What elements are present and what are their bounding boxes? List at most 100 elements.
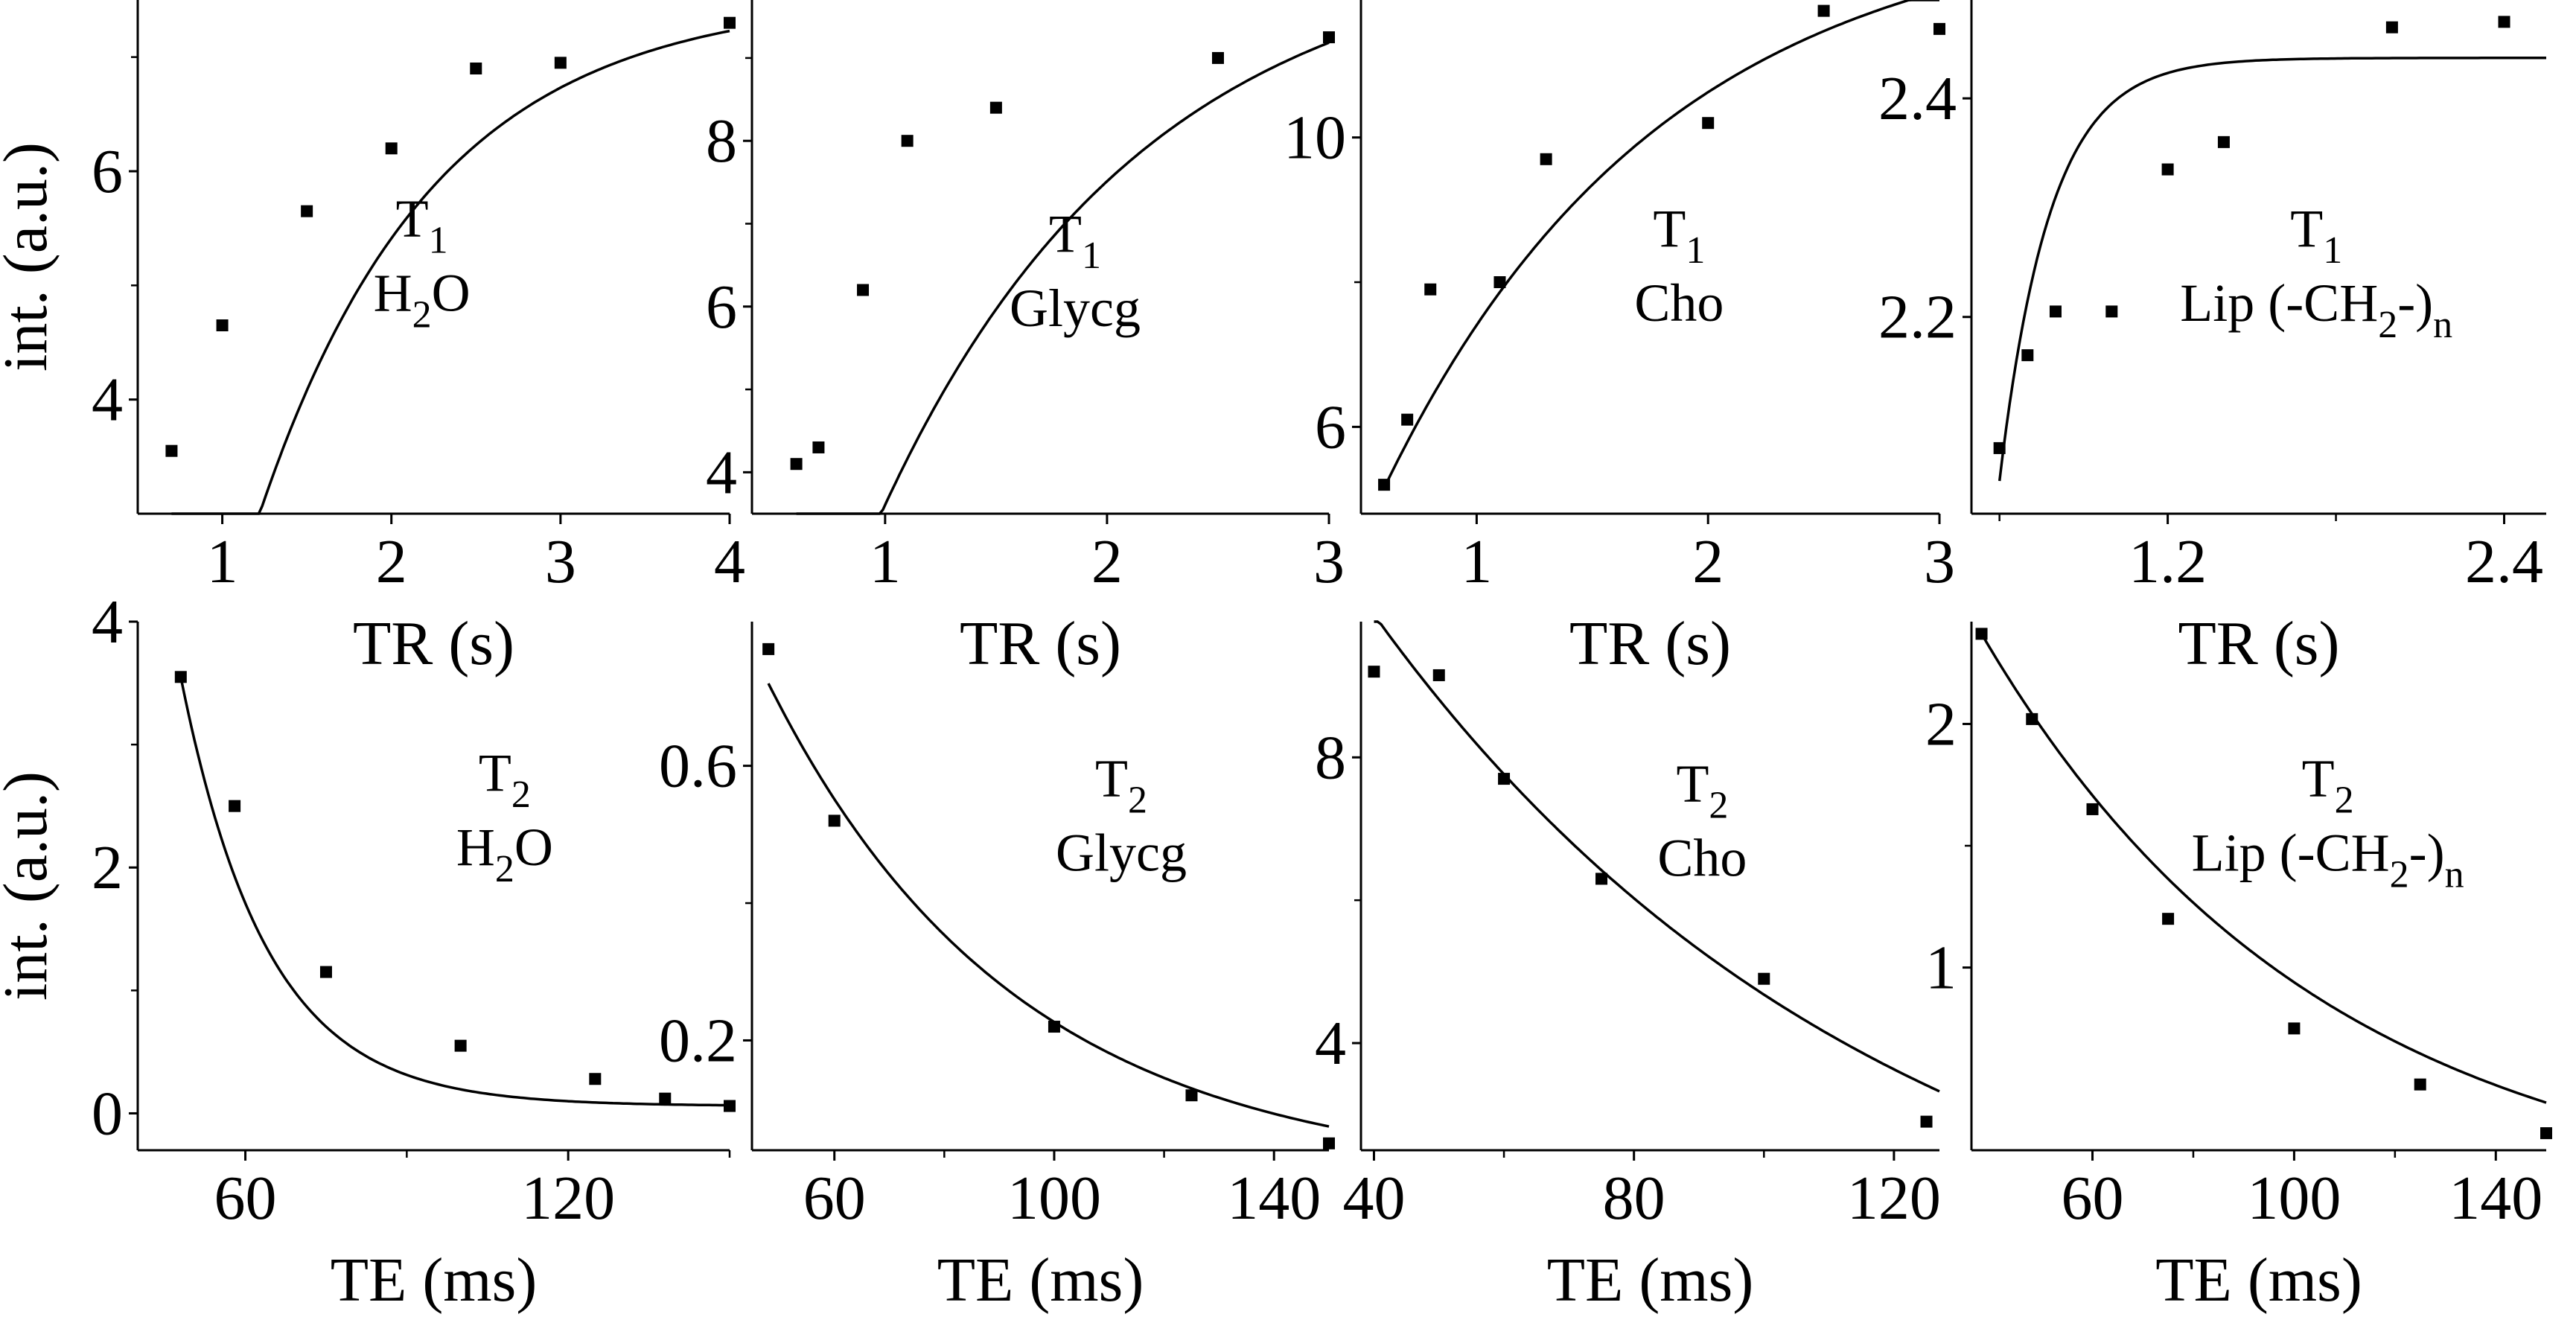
data-point <box>1817 4 1830 17</box>
x-tick-label: 100 <box>1007 1164 1101 1233</box>
data-point <box>2414 1078 2426 1091</box>
y-tick-label: 10 <box>1284 103 1346 173</box>
y-tick-label: 6 <box>1315 392 1346 462</box>
data-point <box>812 441 825 453</box>
y-tick-label: 2 <box>1925 689 1957 759</box>
x-tick-label: 80 <box>1603 1164 1665 1233</box>
data-point <box>2161 163 2174 176</box>
x-axis-title: TR (s) <box>1569 609 1731 678</box>
data-point <box>857 284 870 296</box>
data-point <box>1323 31 1335 44</box>
data-point <box>174 671 187 683</box>
y-tick-label: 6 <box>706 272 737 342</box>
x-tick-label: 1.2 <box>2129 527 2207 596</box>
data-point <box>1540 153 1552 165</box>
fit-curve <box>1374 620 1940 1093</box>
fit-curve <box>179 676 730 1107</box>
data-point <box>2217 135 2230 148</box>
data-point <box>1758 972 1770 985</box>
data-point <box>659 1092 672 1105</box>
fit-curve <box>171 29 730 515</box>
data-point <box>385 142 398 155</box>
x-axis-title: TR (s) <box>353 609 514 678</box>
data-point <box>790 458 803 471</box>
data-point <box>1933 22 1945 35</box>
x-tick-label: 120 <box>1847 1164 1941 1233</box>
y-tick-label: 2 <box>92 833 123 902</box>
data-point <box>2049 305 2062 318</box>
fit-curve <box>1998 57 2546 482</box>
y-tick-label: 2.4 <box>1878 64 1957 133</box>
data-point <box>470 63 482 74</box>
x-tick-label: 60 <box>214 1164 277 1233</box>
panel-label-relaxation: T2 <box>2302 748 2354 821</box>
data-point <box>1493 276 1506 289</box>
y-tick-label: 1 <box>1925 934 1957 1003</box>
data-point <box>2086 803 2099 815</box>
data-point <box>216 319 229 331</box>
data-point <box>989 101 1002 114</box>
panel-label-relaxation: T1 <box>396 188 448 261</box>
data-point <box>319 966 332 978</box>
y-tick-label: 0 <box>92 1079 123 1148</box>
panel-label-relaxation: T2 <box>1095 748 1147 821</box>
x-tick-label: 3 <box>1313 527 1345 596</box>
x-axis-title: TR (s) <box>2178 609 2340 678</box>
fit-curve <box>1980 633 2547 1104</box>
data-point <box>2026 712 2038 725</box>
data-point <box>2540 1127 2552 1140</box>
x-axis-title: TE (ms) <box>937 1246 1144 1315</box>
y-tick-label: 6 <box>92 137 123 206</box>
fit-curve <box>796 41 1330 515</box>
data-point <box>1920 1115 1933 1128</box>
x-axis-title: TE (ms) <box>2155 1246 2362 1315</box>
x-tick-label: 120 <box>521 1164 615 1233</box>
y-axis-title: int. (a.u.) <box>0 142 60 371</box>
panel-label-species: Glycg <box>1056 823 1187 882</box>
y-tick-label: 4 <box>1315 1009 1346 1078</box>
data-point <box>2105 305 2118 318</box>
data-point <box>1378 479 1391 491</box>
x-axis-title: TE (ms) <box>331 1246 538 1315</box>
panel-label-relaxation: T1 <box>1049 204 1101 277</box>
y-tick-label: 0.2 <box>659 1006 737 1075</box>
data-point <box>165 444 178 457</box>
panel-label-relaxation: T2 <box>1676 753 1728 826</box>
x-tick-label: 140 <box>2449 1164 2542 1233</box>
panel-label-species: Lip (-CH2-)n <box>2180 273 2452 346</box>
x-tick-label: 100 <box>2247 1164 2341 1233</box>
data-point <box>454 1039 467 1052</box>
y-tick-label: 4 <box>92 587 123 657</box>
data-point <box>1975 628 1988 640</box>
data-point <box>1368 666 1380 678</box>
panel-label-species: Lip (-CH2-)n <box>2192 823 2464 896</box>
data-point <box>1993 441 2006 454</box>
panel-label-relaxation: T2 <box>479 743 531 816</box>
panel-label-species: Cho <box>1634 273 1724 333</box>
data-point <box>828 814 841 827</box>
panel-label-relaxation: T1 <box>1653 199 1705 272</box>
x-tick-label: 1 <box>207 527 238 596</box>
data-point <box>724 1100 736 1112</box>
data-point <box>554 57 567 69</box>
x-tick-label: 60 <box>2062 1164 2124 1233</box>
x-tick-label: 2 <box>376 527 407 596</box>
fit-curve <box>1383 0 1939 489</box>
data-point <box>589 1073 602 1085</box>
x-axis-title: TE (ms) <box>1547 1246 1754 1315</box>
x-tick-label: 3 <box>545 527 576 596</box>
data-point <box>2385 21 2398 34</box>
data-point <box>901 135 914 147</box>
x-tick-label: 2 <box>1692 527 1724 596</box>
data-point <box>1401 413 1414 426</box>
data-point <box>2288 1022 2301 1035</box>
y-tick-label: 0.6 <box>659 732 737 801</box>
x-tick-label: 60 <box>803 1164 866 1233</box>
panel-label-species: Cho <box>1657 828 1747 887</box>
data-point <box>762 642 775 655</box>
